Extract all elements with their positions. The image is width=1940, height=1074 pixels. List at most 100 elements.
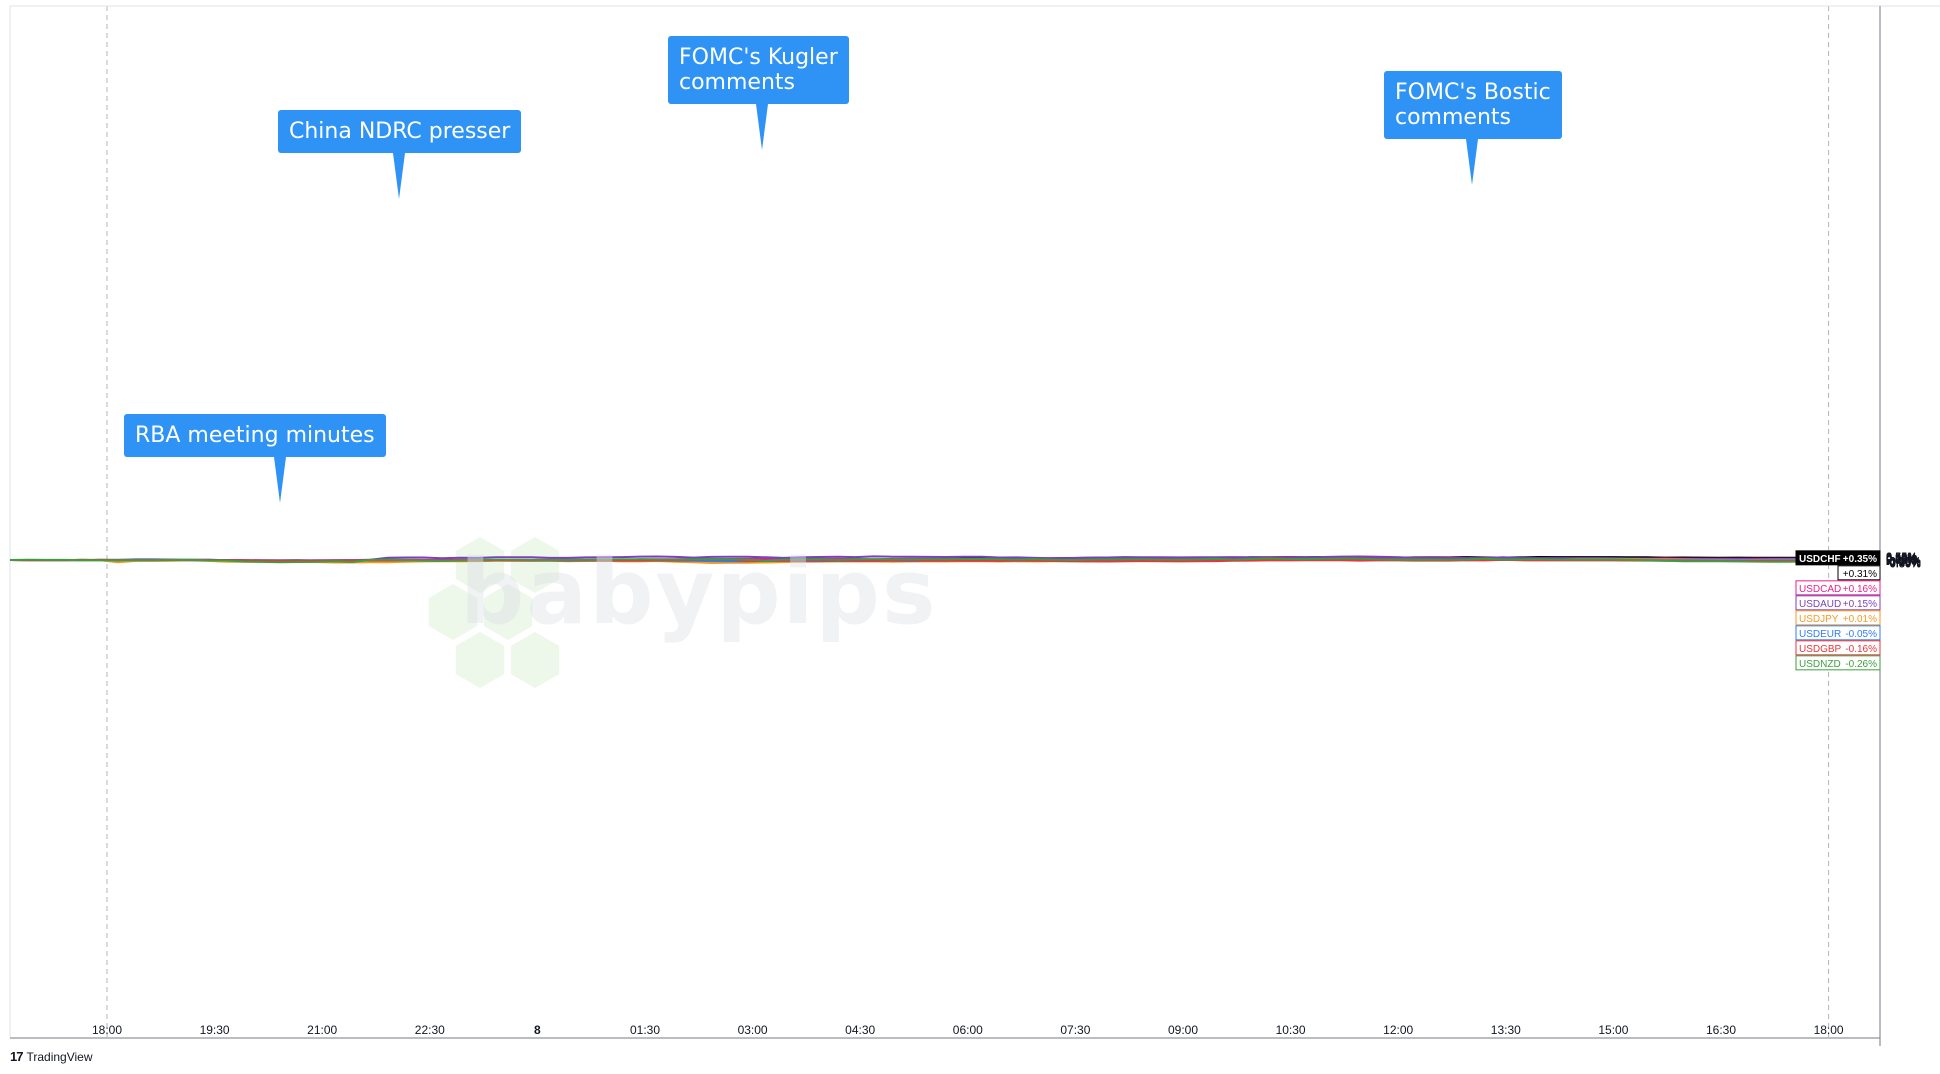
- y-tick-label: 0.50%: [1886, 552, 1917, 564]
- callout-text: FOMC's Kugler comments: [679, 45, 838, 95]
- x-tick-label: 03:00: [738, 1023, 768, 1037]
- y-tick-label: 0.10%: [1886, 554, 1917, 566]
- x-tick-label: 16:30: [1706, 1023, 1736, 1037]
- callout-text: China NDRC presser: [289, 119, 511, 144]
- y-tick-label: -0.15%: [1886, 556, 1921, 568]
- watermark-hexagon: [455, 632, 505, 688]
- watermark-hexagon: [510, 537, 560, 593]
- end-label-usdjpy: USDJPY +0.01%: [1795, 610, 1881, 626]
- y-tick-label: 0.20%: [1886, 554, 1917, 566]
- session-separators: [106, 6, 1830, 1038]
- end-label-usdeur: USDEUR -0.05%: [1795, 625, 1881, 641]
- end-label-usdcad: USDCAD +0.16%: [1795, 580, 1881, 596]
- x-tick-label: 01:30: [630, 1023, 660, 1037]
- axes: 0.60%0.55%0.50%0.45%0.40%0.35%0.30%0.25%…: [9, 5, 1940, 1046]
- callout-3: FOMC's Bostic comments: [1384, 71, 1562, 185]
- x-tick-label: 22:30: [415, 1023, 445, 1037]
- x-tick-label: 10:30: [1276, 1023, 1306, 1037]
- end-label-ref: +0.31%: [1837, 565, 1881, 581]
- x-tick-label: 18:00: [1814, 1023, 1844, 1037]
- end-label-value: +0.15%: [1843, 599, 1877, 610]
- end-label-value: +0.01%: [1843, 614, 1877, 625]
- y-tick-label: -0.20%: [1886, 556, 1921, 568]
- x-tick-label: 18:00: [92, 1023, 122, 1037]
- end-label-symbol: USDEUR: [1799, 629, 1841, 640]
- end-label-symbol: USDNZD: [1799, 659, 1841, 670]
- y-tick-label: 0.00%: [1886, 555, 1917, 567]
- end-label-usdchf: USDCHF +0.35%: [1795, 550, 1881, 566]
- end-label-value: +0.16%: [1843, 584, 1877, 595]
- y-tick-label: -0.05%: [1886, 555, 1921, 567]
- callout-1: China NDRC presser: [278, 110, 522, 199]
- series-line-usdnzd: [9, 557, 1846, 564]
- end-label-value: +0.31%: [1843, 569, 1877, 580]
- end-label-value: -0.05%: [1845, 629, 1877, 640]
- end-label-box: [1795, 640, 1881, 656]
- end-label-symbol: USDCAD: [1799, 584, 1841, 595]
- callout-2: FOMC's Kugler comments: [668, 36, 849, 150]
- end-label-symbol: USDAUD: [1799, 599, 1841, 610]
- end-label-usdgbp: USDGBP -0.16%: [1795, 640, 1881, 656]
- x-tick-label: 13:30: [1491, 1023, 1521, 1037]
- y-tick-label: 0.60%: [1886, 551, 1917, 563]
- y-tick-label: -0.40%: [1886, 558, 1921, 570]
- x-tick-label: 19:30: [200, 1023, 230, 1037]
- y-tick-label: -0.25%: [1886, 557, 1921, 569]
- end-label-usdaud: USDAUD +0.15%: [1795, 595, 1881, 611]
- y-tick-label: 0.55%: [1886, 551, 1917, 563]
- x-tick-label: 15:00: [1598, 1023, 1628, 1037]
- callout-pointer: [756, 104, 768, 150]
- y-tick-label: -0.30%: [1886, 557, 1921, 569]
- x-tick-label: 07:30: [1060, 1023, 1090, 1037]
- y-tick-label: 0.30%: [1886, 553, 1917, 565]
- y-tick-label: -0.50%: [1886, 559, 1921, 571]
- end-label-symbol: USDGBP: [1799, 644, 1842, 655]
- watermark-hexagons: [428, 537, 560, 688]
- end-label-value: +0.35%: [1843, 554, 1877, 565]
- tradingview-brand-label: TradingView: [26, 1049, 93, 1064]
- y-tick-label: 0.45%: [1886, 552, 1917, 564]
- end-label-box: [1795, 655, 1881, 671]
- y-tick-label: -0.35%: [1886, 557, 1921, 569]
- tradingview-logo-icon: 17: [10, 1049, 24, 1064]
- x-tick-label: 8: [534, 1023, 541, 1037]
- x-tick-label: 21:00: [307, 1023, 337, 1037]
- x-tick-label: 12:00: [1383, 1023, 1413, 1037]
- watermark-hexagon: [428, 584, 478, 640]
- x-tick-label: 04:30: [845, 1023, 875, 1037]
- end-label-symbol: USDCHF: [1799, 554, 1841, 565]
- watermark-hexagon: [510, 632, 560, 688]
- callout-0: RBA meeting minutes: [124, 414, 386, 503]
- y-tick-label: -0.45%: [1886, 558, 1921, 570]
- series-line-usdgbp: [9, 558, 1846, 563]
- callout-pointer: [1466, 139, 1478, 185]
- y-tick-label: 0.25%: [1886, 553, 1917, 565]
- end-label-box: [1795, 580, 1881, 596]
- y-tick-label: 0.05%: [1886, 555, 1917, 567]
- y-tick-label: 0.15%: [1886, 554, 1917, 566]
- y-tick-label: 0.40%: [1886, 552, 1917, 564]
- end-label-box: [1795, 625, 1881, 641]
- end-label-box: [1795, 550, 1881, 566]
- watermark-hexagon: [455, 537, 505, 593]
- callout-pointer: [393, 153, 405, 199]
- x-tick-label: 09:00: [1168, 1023, 1198, 1037]
- end-label-value: -0.16%: [1845, 644, 1877, 655]
- y-tick-label: 0.35%: [1886, 553, 1917, 565]
- end-label-box: [1795, 595, 1881, 611]
- tradingview-brand[interactable]: 17 TradingView: [10, 1049, 93, 1064]
- end-label-box: [1795, 610, 1881, 626]
- series-lines: [9, 555, 1846, 564]
- callout-text: RBA meeting minutes: [135, 423, 375, 448]
- end-label-value: -0.26%: [1845, 659, 1877, 670]
- end-label-usdnzd: USDNZD -0.26%: [1795, 655, 1881, 671]
- end-label-symbol: USDJPY: [1799, 614, 1839, 625]
- series-end-labels: USDCHF +0.35%+0.31%USDCAD +0.16%USDAUD +0.1…: [1795, 550, 1881, 671]
- x-tick-label: 06:00: [953, 1023, 983, 1037]
- callout-pointer: [274, 457, 286, 503]
- end-label-box: [1837, 565, 1881, 581]
- callout-text: FOMC's Bostic comments: [1395, 80, 1551, 130]
- watermark-hexagon: [483, 584, 533, 640]
- y-tick-label: -0.10%: [1886, 556, 1921, 568]
